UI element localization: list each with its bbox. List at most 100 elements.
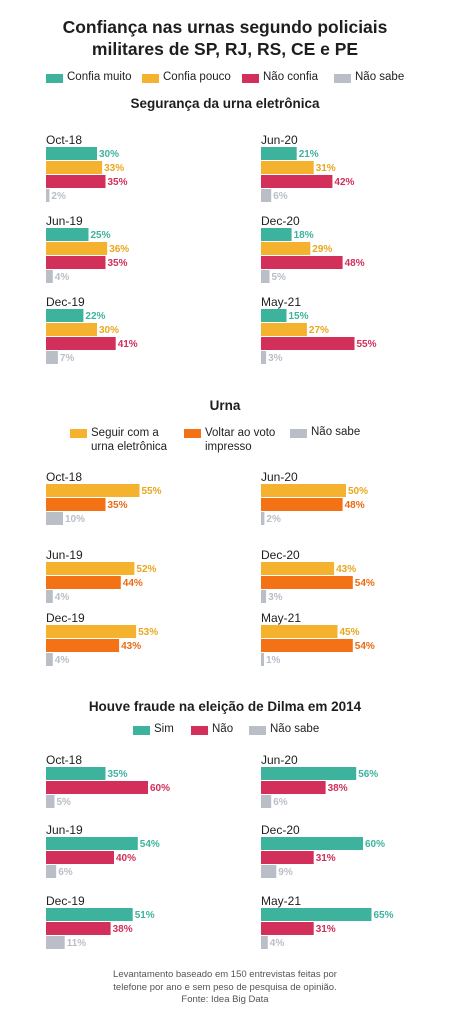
data-label: 33% bbox=[104, 163, 124, 174]
bar bbox=[261, 228, 292, 241]
data-label: 48% bbox=[345, 258, 365, 269]
legend-label: Confia pouco bbox=[163, 71, 231, 83]
legend-item-nao-sabe-urna: Não sabe bbox=[290, 426, 360, 438]
panel-label: Oct-18 bbox=[46, 470, 82, 484]
panel-label: Jun-19 bbox=[46, 823, 83, 837]
data-label: 54% bbox=[355, 641, 375, 652]
data-label: 35% bbox=[108, 769, 128, 780]
bar bbox=[261, 653, 264, 666]
data-label: 44% bbox=[123, 578, 143, 589]
bar bbox=[46, 639, 120, 652]
footnote-line1: Levantamento baseado em 150 entrevistas … bbox=[113, 969, 337, 980]
panel-oct-18: Oct-18 30% 33% 35% 2% bbox=[46, 133, 128, 202]
panel-jun-19: Jun-19 52% 44% 4% bbox=[46, 548, 157, 603]
panel-jun-19: Jun-19 25% 36% 35% 4% bbox=[46, 214, 129, 283]
data-label: 10% bbox=[65, 514, 85, 525]
data-label: 18% bbox=[294, 230, 314, 241]
bar bbox=[261, 851, 314, 864]
data-label: 45% bbox=[340, 627, 360, 638]
bar bbox=[261, 562, 335, 575]
data-label: 1% bbox=[266, 655, 281, 666]
data-label: 2% bbox=[51, 191, 66, 202]
data-label: 27% bbox=[309, 325, 329, 336]
bar bbox=[46, 242, 108, 255]
panel-jun-20: Jun-20 56% 38% 6% bbox=[261, 753, 378, 808]
data-label: 43% bbox=[121, 641, 141, 652]
bar bbox=[261, 161, 314, 174]
data-label: 56% bbox=[358, 769, 378, 780]
bar bbox=[46, 767, 106, 780]
panel-oct-18: Oct-18 55% 35% 10% bbox=[46, 470, 162, 525]
bar bbox=[46, 851, 114, 864]
bar bbox=[46, 147, 97, 160]
chart-title-line1: Confiança nas urnas segundo policiais bbox=[62, 17, 388, 37]
panel-label: Jun-20 bbox=[261, 470, 298, 484]
panel-dec-20: Dec-20 43% 54% 3% bbox=[261, 548, 375, 603]
legend-swatch bbox=[334, 74, 351, 83]
panel-jun-19: Jun-19 54% 40% 6% bbox=[46, 823, 160, 878]
bar bbox=[261, 936, 268, 949]
data-label: 54% bbox=[140, 839, 160, 850]
bar bbox=[46, 908, 133, 921]
bar bbox=[46, 837, 138, 850]
panel-label: Jun-19 bbox=[46, 548, 83, 562]
legend-item-confia-pouco: Confia pouco bbox=[142, 71, 231, 83]
data-label: 29% bbox=[312, 244, 332, 255]
bar bbox=[46, 576, 121, 589]
data-label: 7% bbox=[60, 353, 75, 364]
bar bbox=[261, 590, 267, 603]
legend-swatch bbox=[191, 726, 208, 735]
panel-label: Dec-19 bbox=[46, 894, 85, 908]
legend-swatch bbox=[70, 429, 87, 438]
footnote: Levantamento baseado em 150 entrevistas … bbox=[0, 969, 450, 1007]
bar bbox=[46, 484, 140, 497]
chart-title-line2: militares de SP, RJ, RS, CE e PE bbox=[91, 39, 359, 59]
footnote-line2: telefone por ano e sem peso de pesquisa … bbox=[113, 981, 337, 993]
bar bbox=[46, 936, 65, 949]
bar bbox=[261, 781, 326, 794]
bar bbox=[46, 351, 58, 364]
data-label: 43% bbox=[336, 564, 356, 575]
data-label: 30% bbox=[99, 149, 119, 160]
bar bbox=[261, 484, 346, 497]
bar bbox=[46, 922, 111, 935]
data-label: 9% bbox=[278, 867, 293, 878]
data-label: 31% bbox=[316, 924, 336, 935]
legend-swatch bbox=[184, 429, 201, 438]
bar bbox=[46, 309, 84, 322]
panel-label: Dec-20 bbox=[261, 823, 300, 837]
bar bbox=[261, 639, 353, 652]
data-label: 38% bbox=[328, 783, 348, 794]
legend-item-seguir-urna: Seguir com a urna eletrônica bbox=[70, 426, 175, 454]
bar bbox=[46, 562, 135, 575]
data-label: 48% bbox=[345, 500, 365, 511]
bar bbox=[46, 270, 53, 283]
data-label: 60% bbox=[365, 839, 385, 850]
data-label: 41% bbox=[118, 339, 138, 350]
legend-item-nao: Não bbox=[191, 723, 233, 735]
panel-dec-20: Dec-20 18% 29% 48% 5% bbox=[261, 214, 365, 283]
bar bbox=[46, 590, 53, 603]
data-label: 2% bbox=[266, 514, 281, 525]
legend-swatch bbox=[249, 726, 266, 735]
panel-label: May-21 bbox=[261, 611, 301, 625]
data-label: 35% bbox=[108, 177, 128, 188]
legend-label: Não sabe bbox=[311, 426, 361, 438]
data-label: 4% bbox=[55, 655, 70, 666]
data-label: 50% bbox=[348, 486, 368, 497]
bar bbox=[46, 625, 137, 638]
legend-item-nao-sabe-fraude: Não sabe bbox=[249, 723, 319, 735]
bar bbox=[261, 242, 311, 255]
legend-swatch bbox=[46, 74, 63, 83]
legend-label: Não confia bbox=[263, 71, 318, 83]
bar bbox=[261, 576, 353, 589]
data-label: 4% bbox=[55, 592, 70, 603]
panel-label: May-21 bbox=[261, 295, 301, 309]
legend-swatch bbox=[133, 726, 150, 735]
panel-label: Dec-19 bbox=[46, 295, 85, 309]
bar bbox=[46, 512, 63, 525]
bar bbox=[261, 256, 343, 269]
